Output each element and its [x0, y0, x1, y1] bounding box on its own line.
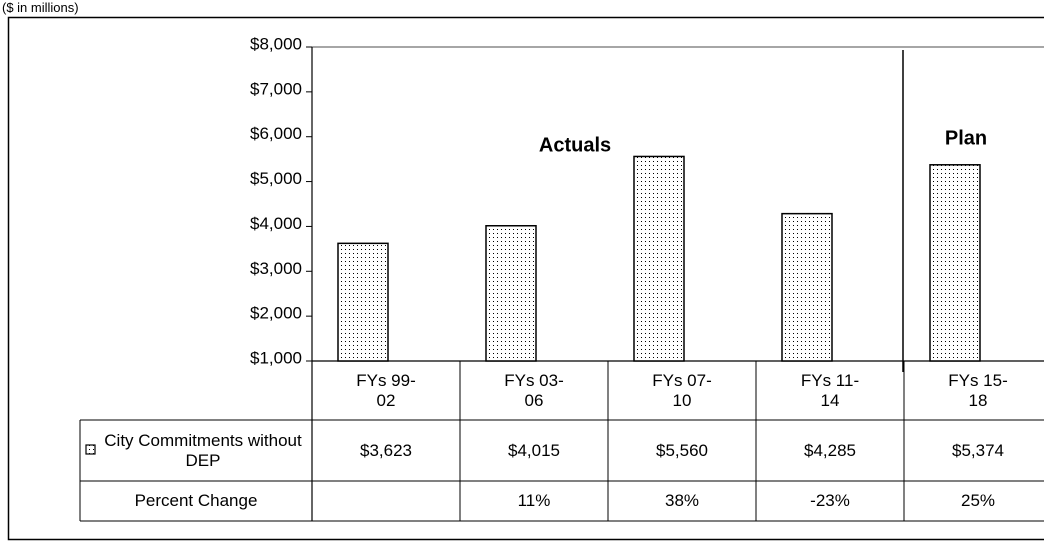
- bar: [337, 242, 389, 362]
- unit-note: ($ in millions): [2, 0, 79, 15]
- legend-label: City Commitments without DEP: [104, 430, 302, 470]
- bar: [485, 225, 537, 362]
- y-tick-label: $2,000: [250, 304, 302, 323]
- table-value: $5,374: [952, 440, 1004, 460]
- x-tick-label: FYs 15-18: [948, 370, 1008, 410]
- annotation: Actuals: [539, 134, 611, 156]
- table-value: $5,560: [656, 440, 708, 460]
- y-tick-label: $4,000: [250, 214, 302, 233]
- y-tick-label: $8,000: [250, 34, 302, 53]
- x-tick-label: FYs 99-02: [356, 370, 416, 410]
- row-label: Percent Change: [134, 491, 258, 510]
- legend-key: [85, 444, 96, 455]
- bar: [781, 212, 833, 362]
- y-tick-label: $7,000: [250, 79, 302, 98]
- bar: [929, 164, 981, 362]
- x-tick-label: FYs 03-06: [504, 370, 564, 410]
- percent-change: 11%: [517, 491, 551, 510]
- x-tick-label: FYs 11-14: [800, 370, 860, 410]
- y-tick-label: $3,000: [250, 259, 302, 278]
- frame: [7, 16, 1044, 541]
- percent-change: 25%: [960, 491, 996, 510]
- x-tick-label: FYs 07-10: [652, 370, 712, 410]
- table-value: $4,015: [508, 440, 560, 460]
- y-tick-label: $5,000: [250, 169, 302, 188]
- y-tick-label: $6,000: [250, 124, 302, 143]
- percent-change: 38%: [664, 491, 700, 510]
- percent-change: -23%: [810, 491, 850, 510]
- y-tick-label: $1,000: [250, 348, 302, 367]
- annotation: Plan: [945, 127, 987, 149]
- table-value: $3,623: [360, 440, 412, 460]
- table-value: $4,285: [804, 440, 856, 460]
- bar: [633, 155, 685, 362]
